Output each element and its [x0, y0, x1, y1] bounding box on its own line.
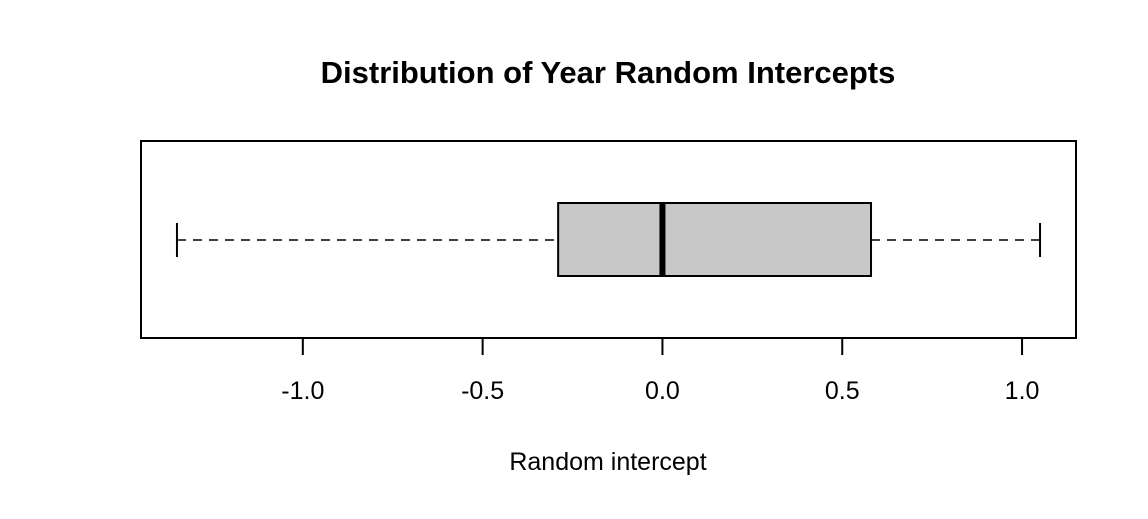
x-tick-label: 0.5 [825, 377, 860, 405]
x-axis-label: Random intercept [509, 448, 706, 476]
chart-title: Distribution of Year Random Intercepts [321, 55, 896, 90]
x-tick-label: 1.0 [1005, 377, 1040, 405]
iqr-box [557, 202, 873, 277]
boxplot-group [175, 202, 1042, 277]
x-tick-label: -0.5 [461, 377, 504, 405]
x-axis: -1.0 -0.5 0.0 0.5 1.0 [281, 337, 1040, 405]
x-tick-label: 0.0 [645, 377, 680, 405]
x-tick-label: -1.0 [281, 377, 324, 405]
